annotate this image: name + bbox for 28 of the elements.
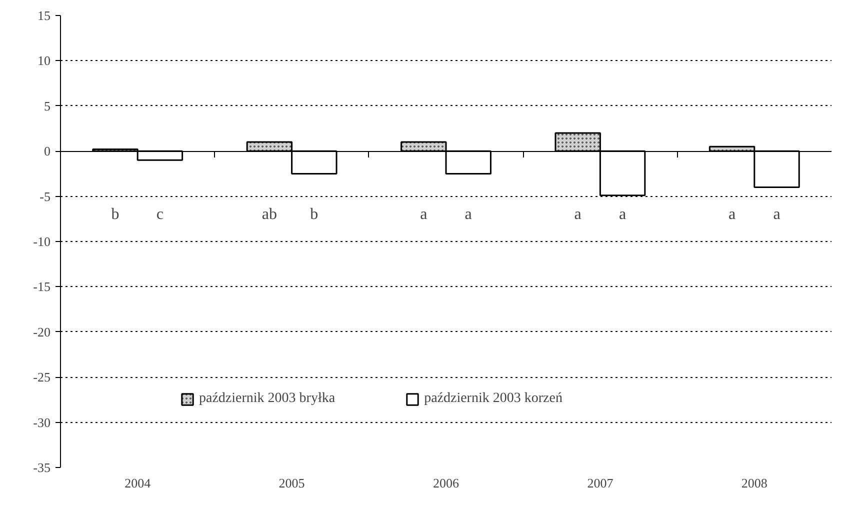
y-tick-label: -20 [33, 324, 51, 340]
x-tick-label: 2006 [433, 476, 460, 490]
annotation: c [156, 206, 164, 223]
y-tick-label: -5 [40, 188, 51, 204]
y-tick-label: 0 [44, 144, 50, 159]
y-tick-label: -30 [33, 414, 51, 430]
y-tick-label: 15 [38, 8, 50, 23]
annotation: a [420, 206, 428, 223]
annotation: b [310, 206, 318, 223]
legend-label: październik 2003 korzeń [424, 391, 562, 407]
annotation: ab [262, 206, 277, 223]
x-tick-label: 2005 [278, 476, 305, 490]
x-tick-label: 2004 [124, 476, 152, 490]
annotation: a [728, 206, 736, 223]
annotation: a [773, 206, 780, 223]
y-tick-label: -25 [33, 370, 51, 385]
y-tick-label: 5 [44, 98, 50, 114]
annotation: a [619, 206, 626, 223]
annotation: a [574, 206, 582, 223]
y-tick-label: 10 [38, 53, 50, 68]
y-tick-label: -35 [33, 460, 51, 475]
y-tick-label: -15 [33, 279, 51, 294]
y-tick-label: -10 [33, 234, 51, 249]
annotation: a [464, 206, 472, 223]
annotation: b [111, 206, 120, 223]
legend-label: październik 2003 bryłka [199, 391, 336, 407]
x-tick-label: 2007 [587, 476, 614, 490]
x-tick-label: 2008 [741, 476, 768, 490]
